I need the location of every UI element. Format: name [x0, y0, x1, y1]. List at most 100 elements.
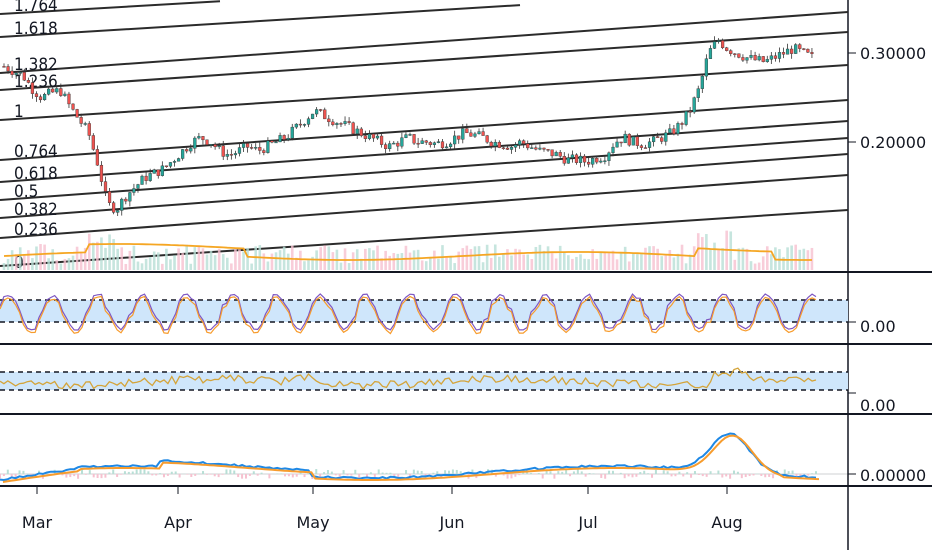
candle-body	[315, 109, 319, 115]
candle-body	[798, 44, 802, 49]
macd-histogram-bar	[565, 470, 568, 474]
fib-label-1.382: 1.382	[14, 55, 58, 75]
volume-bar	[550, 253, 554, 270]
candle-body	[660, 137, 664, 142]
volume-bar	[87, 233, 91, 270]
volume-bar	[615, 259, 619, 270]
volume-bar	[213, 255, 217, 270]
candle-body	[664, 132, 668, 142]
candle-body	[522, 140, 526, 144]
candle-body	[197, 136, 201, 139]
volume-bar	[339, 262, 343, 270]
macd-histogram-bar	[651, 474, 654, 478]
candle-body	[209, 144, 213, 146]
macd-histogram-bar	[717, 470, 720, 474]
candle-body	[262, 150, 266, 153]
price-tick-label: 0.30000	[860, 44, 926, 63]
volume-bar	[295, 257, 298, 270]
macd-histogram-bar	[127, 471, 130, 474]
time-tick-label: Apr	[164, 513, 192, 532]
candle-body	[708, 48, 713, 59]
candle-body	[327, 118, 331, 123]
axes: 0.30000 0.20000 Mar Apr May Jun Jul Aug	[22, 44, 926, 532]
macd-histogram-bar	[553, 474, 556, 479]
macd-histogram-bar	[116, 474, 119, 477]
volume-bar	[23, 254, 26, 270]
macd-histogram-bar	[611, 470, 614, 474]
macd-panel: 0.00000	[0, 432, 926, 485]
rsi-line	[0, 367, 817, 390]
volume-bar	[67, 258, 71, 270]
volume-bar	[502, 254, 505, 270]
macd-histogram-bar	[100, 474, 103, 479]
time-tick-label: May	[296, 513, 329, 532]
volume-bar	[648, 246, 651, 270]
volume-bar	[522, 254, 525, 270]
candle-body	[643, 147, 648, 149]
volume-bar	[567, 255, 570, 270]
macd-histogram-bar	[424, 474, 427, 477]
candle-body	[688, 111, 692, 113]
macd-histogram-bar	[733, 470, 736, 474]
rsi-band-fill	[0, 372, 848, 390]
macd-histogram-bar	[166, 474, 169, 476]
fib-label-0.5: 0.5	[14, 182, 38, 202]
volume-bar	[274, 252, 278, 270]
macd-histogram-bar	[268, 474, 271, 479]
volume-bar	[181, 253, 184, 270]
volume-bar	[611, 250, 615, 270]
candle-body	[310, 113, 315, 119]
volume-bar	[266, 261, 270, 270]
volume-bar	[51, 249, 55, 270]
volume-bar	[156, 252, 160, 270]
volume-bar	[498, 256, 501, 270]
volume-bar	[757, 262, 761, 270]
volume-bar	[384, 250, 387, 270]
candle-body	[501, 147, 505, 149]
candle-body	[704, 58, 708, 77]
volume-bar	[79, 251, 83, 270]
volume-bar	[717, 249, 720, 270]
volume-bar	[303, 261, 306, 270]
candle-body	[290, 126, 294, 139]
volume-bar	[55, 260, 59, 270]
macd-histogram-bar	[686, 472, 689, 474]
macd-histogram-bar	[358, 474, 361, 479]
candle-body	[2, 66, 6, 68]
candle-body	[769, 55, 773, 60]
macd-histogram-bar	[678, 471, 681, 474]
candle-body	[392, 142, 396, 145]
macd-histogram-bar	[459, 471, 462, 474]
candle-body	[566, 157, 570, 164]
macd-histogram-bar	[377, 469, 380, 474]
candle-body	[229, 154, 233, 156]
volume-bar	[59, 263, 63, 270]
volume-bar	[595, 258, 599, 270]
candle-body	[424, 140, 428, 143]
macd-histogram-bar	[323, 472, 326, 474]
volume-bar	[290, 245, 294, 270]
macd-histogram-bar	[77, 474, 80, 479]
fib-line-0.764	[0, 99, 849, 161]
fib-label-1.618: 1.618	[14, 19, 58, 39]
macd-histogram-bar	[315, 469, 318, 474]
macd-histogram-bar	[588, 473, 591, 474]
fib-label-0: 0	[14, 253, 24, 273]
volume-bar	[254, 246, 258, 270]
macd-histogram-bar	[674, 474, 677, 477]
volume-bar	[226, 257, 229, 270]
volume-bar	[404, 245, 408, 270]
candle-body	[542, 147, 546, 150]
volume-bar	[39, 244, 42, 270]
macd-histogram-bar	[600, 474, 603, 478]
candle-body	[245, 143, 250, 148]
candle-body	[95, 149, 99, 166]
volume-bar	[108, 234, 111, 270]
volume-bar	[493, 244, 497, 270]
macd-histogram-bar	[143, 469, 146, 474]
macd-histogram-bar	[147, 471, 150, 474]
fib-line-1	[0, 64, 849, 121]
candle-body	[497, 141, 501, 148]
macd-histogram-bar	[471, 469, 474, 474]
candle-body	[67, 93, 71, 105]
